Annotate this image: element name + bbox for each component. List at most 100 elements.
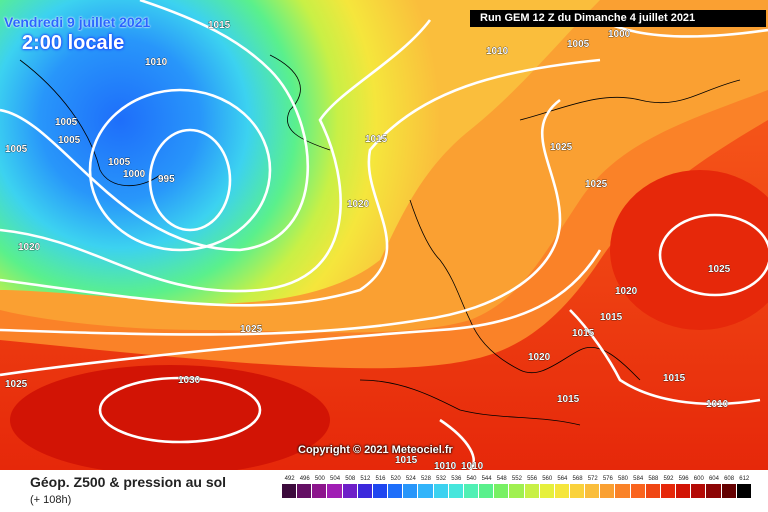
isobar-label: 1015 — [600, 312, 623, 323]
british-isles-coast — [409, 199, 471, 321]
legend-swatch — [630, 484, 646, 498]
legend-label: 596 — [678, 476, 689, 482]
isobar-label: 1015 — [365, 134, 388, 145]
isobar-label: 1005 — [55, 117, 78, 128]
isobar-label: 1005 — [567, 39, 590, 50]
copyright-text: Copyright © 2021 Meteociel.fr — [298, 444, 453, 456]
legend-label: 612 — [739, 476, 750, 482]
legend-swatch — [479, 484, 495, 498]
isobar-1005 — [0, 0, 310, 252]
legend-swatch — [312, 484, 328, 498]
legend-label: 564 — [557, 476, 568, 482]
isobar-label: 1025 — [708, 264, 731, 275]
isobar-label: 1020 — [347, 199, 370, 210]
warm-core-east — [610, 170, 768, 330]
warm-core-southwest — [10, 365, 330, 470]
legend-label: 548 — [496, 476, 507, 482]
isobars — [0, 0, 768, 470]
legend-swatch — [524, 484, 540, 498]
legend-swatch — [463, 484, 480, 498]
isobar-label: 1015 — [557, 394, 580, 405]
isobar-label: 1010 — [461, 461, 484, 470]
legend-label: 544 — [481, 476, 492, 482]
isobar-1015-south — [569, 309, 761, 406]
isobar-label: 1010 — [434, 461, 457, 470]
legend-label: 536 — [451, 476, 462, 482]
legend-swatch — [554, 484, 570, 498]
legend-label: 520 — [390, 476, 401, 482]
isobar-label: 1015 — [663, 373, 686, 384]
legend-label: 516 — [375, 476, 386, 482]
isobar-label: 1025 — [5, 379, 28, 390]
isobar-label: 1025 — [240, 324, 263, 335]
run-banner: Run GEM 12 Z du Dimanche 4 juillet 2021 — [470, 10, 766, 27]
isobar-1025-east — [658, 213, 768, 297]
legend-swatch — [691, 484, 707, 498]
forecast-map: 1015 1010 1005 1005 1005 1005 1000 995 1… — [0, 0, 768, 470]
legend-label: 584 — [633, 476, 644, 482]
legend-label: 604 — [708, 476, 719, 482]
isobar-label: 1030 — [178, 375, 201, 386]
isobar-label: 1010 — [486, 46, 509, 57]
legend-swatch — [569, 484, 586, 498]
legend-swatch — [494, 484, 510, 498]
color-legend: 492 496 500 504 508 512 516 520 524 528 532 536 540 5… — [282, 476, 752, 506]
low-pressure-field — [0, 0, 600, 304]
isobar-label: 1005 — [108, 157, 131, 168]
legend-label: 508 — [345, 476, 356, 482]
legend-label: 592 — [663, 476, 674, 482]
isobar-label: 1005 — [5, 144, 28, 155]
isobar-label: 1000 — [123, 169, 146, 180]
legend-swatch — [676, 484, 692, 498]
footer: Géop. Z500 & pression au sol (+ 108h) 49… — [0, 470, 768, 512]
legend-label: 572 — [587, 476, 598, 482]
map-title: Géop. Z500 & pression au sol — [30, 474, 227, 490]
legend-swatch — [736, 484, 752, 498]
isobar-1010-south — [439, 418, 476, 470]
legend-label: 560 — [542, 476, 553, 482]
legend-swatch — [403, 484, 419, 498]
legend-swatch — [282, 484, 298, 498]
legend-swatch — [448, 484, 464, 498]
legend-swatch — [721, 484, 737, 498]
legend-label: 608 — [724, 476, 735, 482]
legend-label: 588 — [648, 476, 659, 482]
isobar-label: 1020 — [615, 286, 638, 297]
isobar-label: 1020 — [18, 242, 41, 253]
legend-swatch — [388, 484, 404, 498]
legend-swatch — [418, 484, 434, 498]
legend-label: 568 — [572, 476, 583, 482]
isobar-label: 1005 — [58, 135, 81, 146]
isobar-1010 — [0, 19, 432, 293]
isobar-1015 — [0, 58, 601, 307]
legend-label: 496 — [299, 476, 310, 482]
north-africa-coast — [359, 379, 581, 426]
isobar-labels: 1015 1010 1005 1005 1005 1005 1000 995 1… — [5, 20, 731, 470]
isobar-label: 1015 — [395, 455, 418, 466]
legend-label: 540 — [466, 476, 477, 482]
legend-swatch — [615, 484, 631, 498]
legend-label: 492 — [284, 476, 295, 482]
isobar-label: 995 — [158, 174, 175, 185]
legend-label: 500 — [314, 476, 325, 482]
isobar-1020 — [0, 98, 562, 336]
legend-swatch — [509, 484, 525, 498]
isobar-label: 1000 — [608, 29, 631, 40]
legend-swatch — [357, 484, 373, 498]
legend-swatches — [282, 484, 752, 498]
isobar-995 — [148, 128, 232, 232]
legend-swatch — [372, 484, 389, 498]
legend-swatch — [600, 484, 616, 498]
legend-swatch — [660, 484, 677, 498]
legend-swatch — [297, 484, 313, 498]
isobar-label: 1025 — [550, 142, 573, 153]
legend-labels: 492 496 500 504 508 512 516 520 524 528 532 536 540 5… — [282, 476, 752, 482]
legend-label: 524 — [405, 476, 416, 482]
legend-swatch — [539, 484, 555, 498]
legend-label: 528 — [420, 476, 431, 482]
forecast-date: Vendredi 9 juillet 2021 — [4, 14, 151, 30]
greenland-coast — [19, 59, 161, 187]
forecast-lead-time: (+ 108h) — [30, 494, 72, 506]
forecast-time: 2:00 locale — [22, 32, 125, 54]
